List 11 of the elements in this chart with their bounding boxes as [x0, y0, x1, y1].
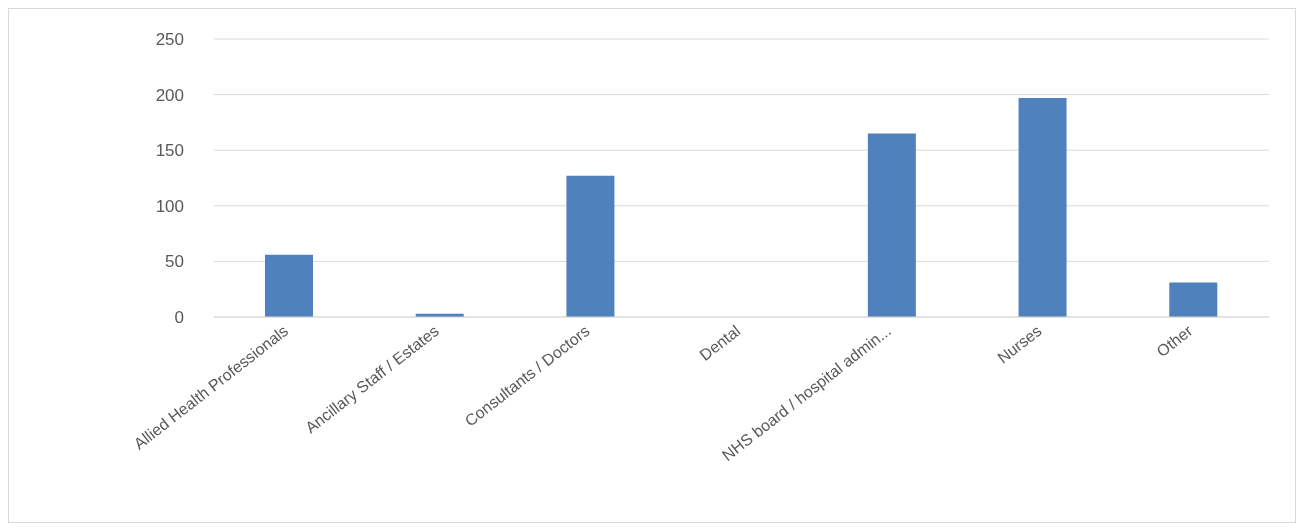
y-tick-label: 50	[165, 252, 184, 272]
bar	[566, 175, 615, 317]
bar	[1018, 97, 1067, 317]
bar	[867, 133, 916, 317]
y-tick-label: 200	[155, 85, 184, 105]
bar	[1169, 282, 1218, 317]
bar	[265, 254, 313, 317]
y-tick-label: 100	[155, 196, 184, 216]
y-tick-label: 150	[155, 141, 184, 161]
y-tick-label: 250	[155, 30, 184, 50]
y-tick-label: 0	[174, 308, 184, 328]
